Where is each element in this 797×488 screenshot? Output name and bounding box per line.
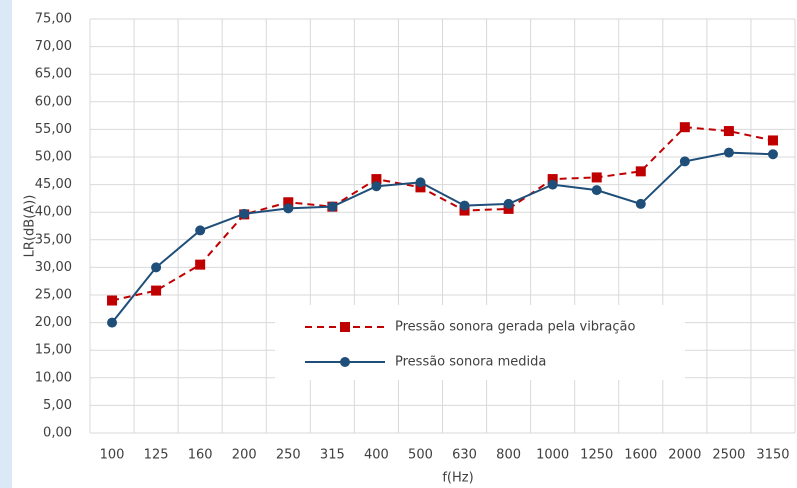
y-tick-label: 10,00 [35, 370, 72, 385]
x-tick-label: 3150 [756, 448, 789, 463]
marker [415, 177, 426, 188]
marker [767, 135, 778, 146]
marker [591, 172, 602, 183]
marker [723, 126, 734, 137]
marker [503, 198, 514, 209]
marker [151, 285, 162, 296]
marker [635, 166, 646, 177]
x-tick-label: 200 [232, 448, 257, 463]
marker [283, 197, 294, 208]
side-strip [0, 0, 12, 488]
x-tick-label: 2500 [712, 448, 745, 463]
marker [195, 259, 206, 270]
y-tick-label: 45,00 [35, 177, 72, 192]
y-tick-label: 20,00 [35, 315, 72, 330]
x-tick-label: 315 [320, 448, 345, 463]
x-tick-label: 400 [364, 448, 389, 463]
x-tick-label: 160 [188, 448, 213, 463]
series-line [111, 126, 774, 302]
legend-marker [340, 322, 350, 332]
y-tick-label: 25,00 [35, 288, 72, 303]
marker [547, 179, 558, 190]
x-tick-label: 100 [100, 448, 125, 463]
y-tick-label: 60,00 [35, 94, 72, 109]
x-tick-label: 500 [408, 448, 433, 463]
legend-marker [340, 357, 350, 367]
y-axis-title: LR(dB(A)) [23, 195, 38, 258]
x-axis-title: f(Hz) [442, 471, 473, 486]
marker [371, 174, 382, 185]
marker [195, 225, 206, 236]
x-tick-label: 2000 [668, 448, 701, 463]
marker [459, 200, 470, 211]
x-tick-label: 1600 [624, 448, 657, 463]
marker [107, 317, 118, 328]
marker [107, 295, 118, 306]
marker [767, 149, 778, 160]
x-tick-label: 1250 [580, 448, 613, 463]
y-tick-label: 50,00 [35, 150, 72, 165]
x-tick-label: 250 [276, 448, 301, 463]
y-tick-label: 35,00 [35, 232, 72, 247]
y-tick-label: 65,00 [35, 67, 72, 82]
marker [371, 181, 382, 192]
y-tick-label: 0,00 [43, 426, 72, 441]
x-tick-label: 630 [452, 448, 477, 463]
marker [547, 174, 558, 185]
x-tick-label: 1000 [536, 448, 569, 463]
x-tick-label: 800 [496, 448, 521, 463]
y-tick-label: 15,00 [35, 343, 72, 358]
marker [635, 198, 646, 209]
marker [327, 201, 338, 212]
marker [723, 147, 734, 158]
y-tick-label: 40,00 [35, 205, 72, 220]
marker [679, 156, 690, 167]
y-tick-label: 55,00 [35, 122, 72, 137]
x-tick-label: 125 [144, 448, 169, 463]
y-tick-label: 5,00 [43, 398, 72, 413]
marker [679, 122, 690, 133]
y-tick-label: 70,00 [35, 39, 72, 54]
marker [283, 203, 294, 214]
marker [591, 185, 602, 196]
y-tick-label: 30,00 [35, 260, 72, 275]
marker [151, 262, 162, 273]
legend-box [275, 305, 685, 380]
series-line [111, 151, 774, 324]
legend-label: Pressão sonora gerada pela vibração [395, 320, 635, 335]
y-tick-label: 75,00 [35, 12, 72, 27]
legend-label: Pressão sonora medida [395, 355, 546, 370]
marker [239, 208, 250, 219]
